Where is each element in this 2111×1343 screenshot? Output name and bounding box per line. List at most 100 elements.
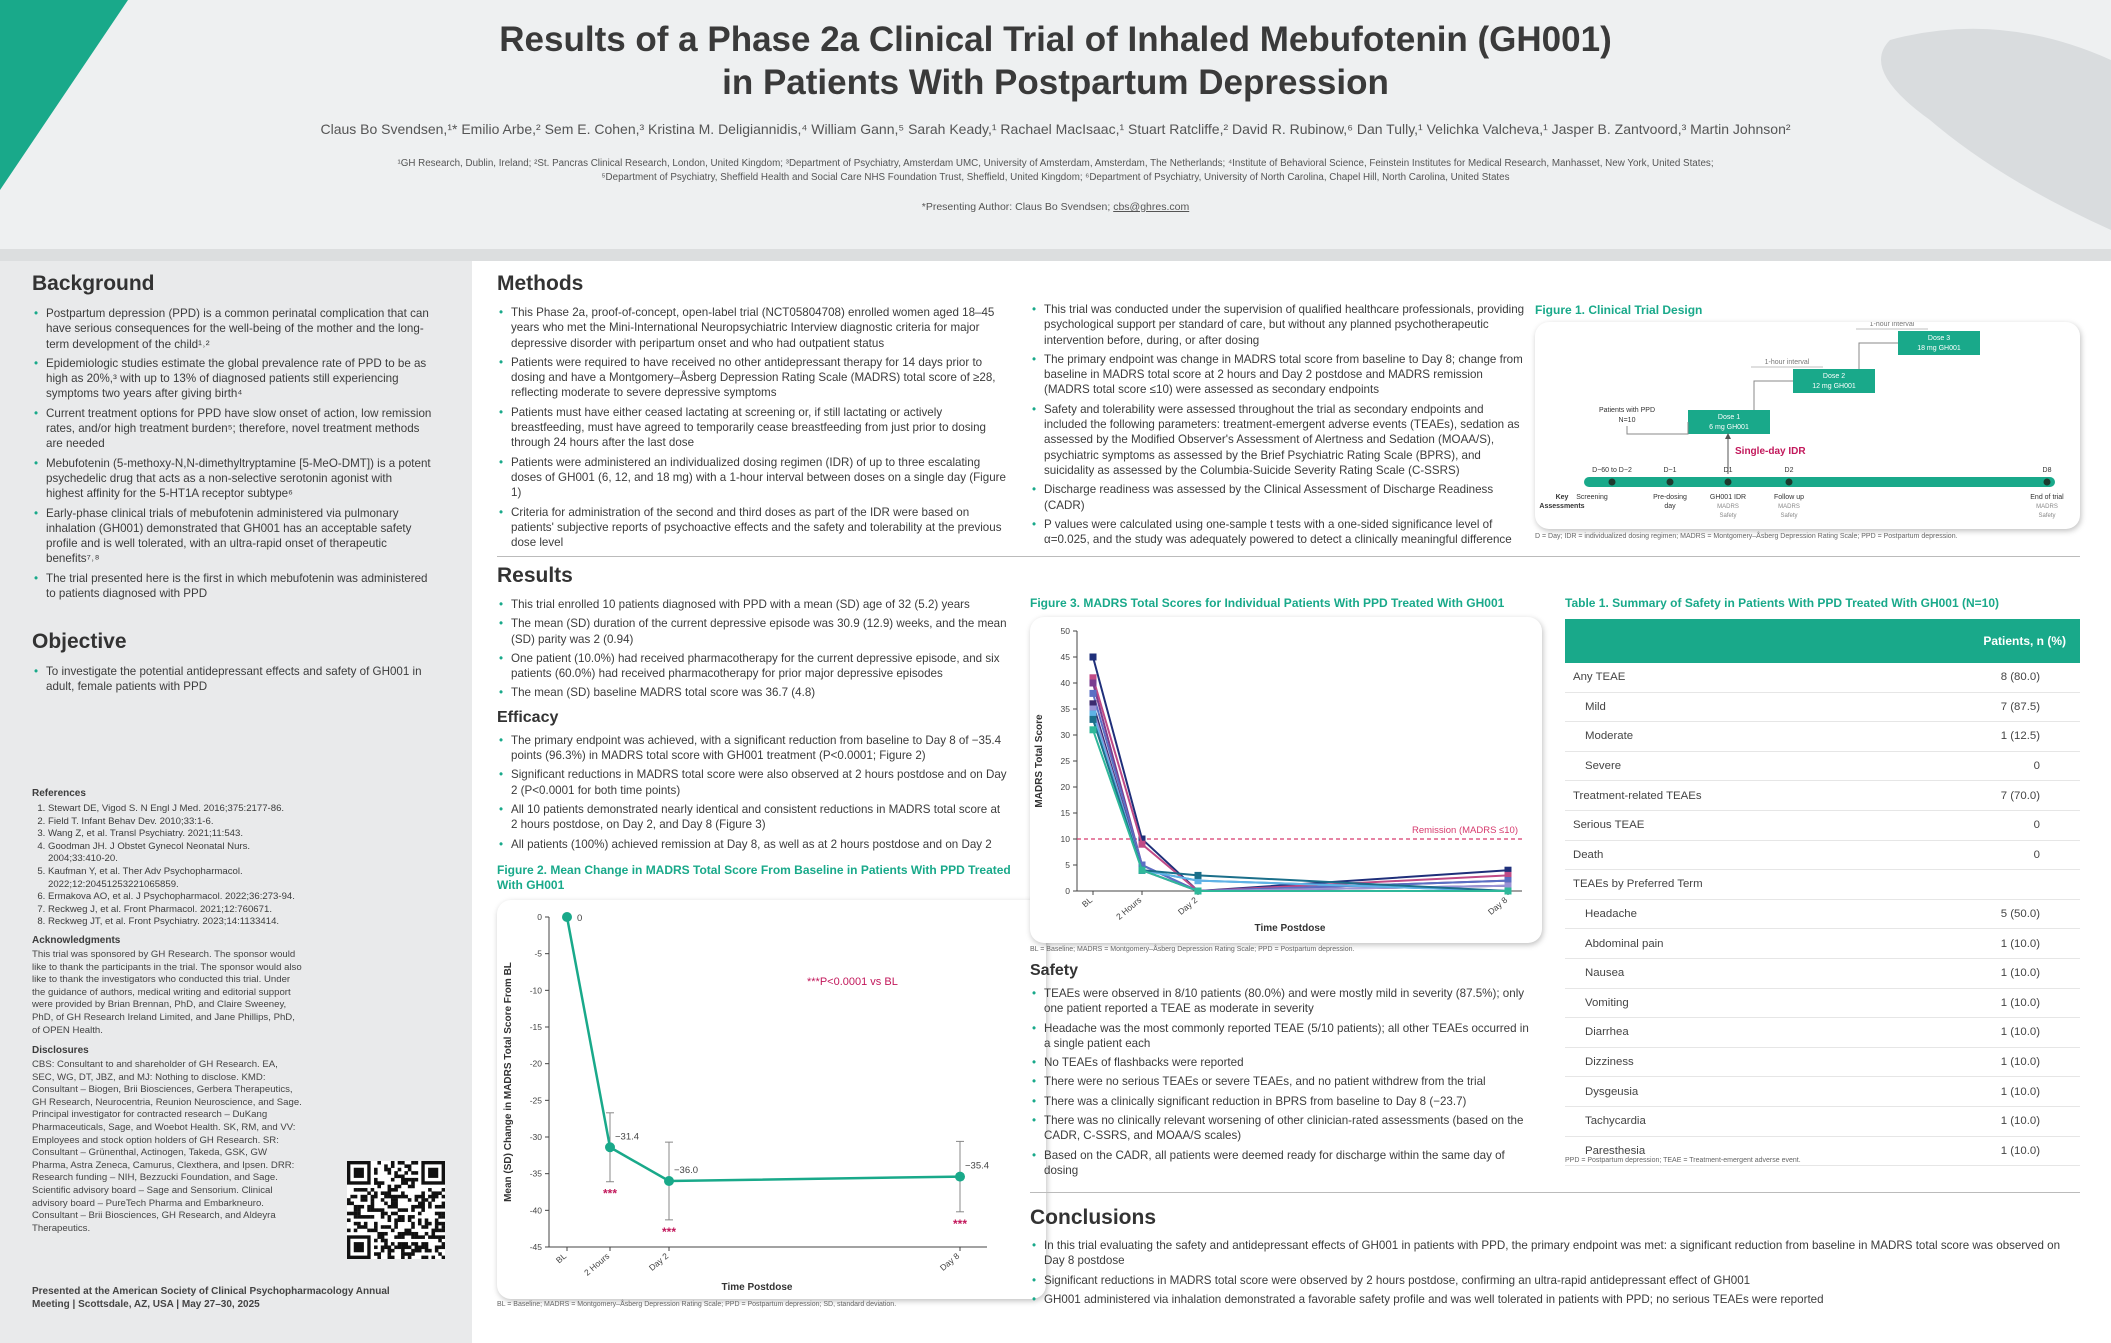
x-tick-label: Day 2 bbox=[647, 1251, 671, 1273]
qr-cell bbox=[407, 1255, 412, 1259]
patient-line bbox=[1092, 703, 1509, 893]
list-item: Wang Z, et al. Transl Psychiatry. 2021;1… bbox=[48, 828, 302, 841]
qr-cell bbox=[417, 1235, 422, 1239]
qr-cell bbox=[407, 1167, 412, 1172]
qr-cell bbox=[397, 1161, 402, 1165]
background-section: Background Postpartum depression (PPD) i… bbox=[32, 272, 432, 605]
row-value: 0 bbox=[1922, 810, 2080, 841]
qr-cell bbox=[411, 1171, 415, 1175]
dose-amount: 12 mg GH001 bbox=[1812, 383, 1856, 390]
qr-cell bbox=[401, 1194, 405, 1199]
email[interactable]: cbs@ghres.com bbox=[1113, 201, 1190, 213]
x-tick-label: 2 Hours bbox=[1114, 895, 1143, 922]
qr-cell bbox=[421, 1194, 425, 1199]
row-value: 1 (10.0) bbox=[1922, 1136, 2080, 1167]
methods-column-2: This trial was conducted under the super… bbox=[1030, 302, 1525, 551]
qr-cell bbox=[414, 1177, 419, 1182]
qr-cell bbox=[411, 1235, 415, 1239]
dose-label: Dose 1 bbox=[1718, 414, 1740, 421]
figure-title: Figure 2. Mean Change in MADRS Total Sco… bbox=[497, 863, 1011, 892]
heading: Objective bbox=[32, 630, 127, 653]
y-tick-label: 10 bbox=[1061, 834, 1071, 844]
qr-cell bbox=[387, 1218, 392, 1223]
list-item: Patients must have either ceased lactati… bbox=[497, 405, 1007, 451]
interval-connector bbox=[1753, 380, 1793, 410]
qr-cell bbox=[357, 1204, 361, 1209]
qr-cell bbox=[414, 1245, 419, 1250]
list-item: Kaufman Y, et al. Ther Adv Psychopharmac… bbox=[48, 866, 302, 891]
timeline-dot bbox=[1785, 478, 1793, 486]
row-label: Vomiting bbox=[1565, 988, 1922, 1019]
qr-cell bbox=[374, 1171, 378, 1175]
significance-label: *** bbox=[662, 1225, 676, 1239]
qr-cell bbox=[438, 1245, 442, 1250]
patient-line bbox=[1092, 682, 1509, 893]
qr-cell bbox=[434, 1245, 439, 1250]
point bbox=[664, 1176, 674, 1186]
footnote: D = Day; IDR = individualized dosing reg… bbox=[1535, 533, 1958, 540]
qr-cell bbox=[374, 1181, 378, 1185]
qr-cell bbox=[434, 1204, 439, 1209]
list-item: The primary endpoint was change in MADRS… bbox=[1030, 352, 1525, 398]
qr-cell bbox=[441, 1228, 445, 1233]
qr-cell bbox=[438, 1211, 442, 1216]
qr-cell bbox=[380, 1225, 385, 1229]
qr-cell bbox=[411, 1242, 415, 1246]
row-label: Diarrhea bbox=[1565, 1017, 1922, 1048]
qr-cell bbox=[374, 1177, 378, 1182]
column-header: Patients, n (%) bbox=[1922, 619, 2080, 663]
subheading: Efficacy bbox=[497, 708, 559, 726]
list-item: Current treatment options for PPD have s… bbox=[32, 406, 432, 452]
qr-cell bbox=[397, 1245, 402, 1250]
list-item: All patients (100%) achieved remission a… bbox=[497, 837, 1007, 853]
qr-cell bbox=[407, 1177, 412, 1182]
qr-cell bbox=[347, 1198, 351, 1202]
list-item: There was a clinically significant reduc… bbox=[1030, 1094, 1535, 1110]
point bbox=[1138, 861, 1146, 869]
figure-title: Figure 1. Clinical Trial Design bbox=[1535, 303, 1703, 317]
qr-cell bbox=[380, 1191, 385, 1195]
y-tick-label: 0 bbox=[1065, 886, 1070, 896]
row-label: Mild bbox=[1565, 692, 1922, 723]
list-item: This trial enrolled 10 patients diagnose… bbox=[497, 597, 1007, 613]
y-tick-label: -45 bbox=[530, 1242, 543, 1252]
row-label: Paresthesia bbox=[1565, 1136, 1922, 1167]
table-row: Headache 5 (50.0) bbox=[1565, 899, 2080, 930]
qr-cell bbox=[367, 1204, 371, 1209]
dose-amount: 6 mg GH001 bbox=[1709, 424, 1749, 431]
point bbox=[1089, 653, 1097, 661]
qr-cell bbox=[404, 1194, 409, 1199]
list-item: Significant reductions in MADRS total sc… bbox=[1030, 1273, 2080, 1289]
qr-finder bbox=[353, 1242, 364, 1253]
acknowledgments-text: This trial was sponsored by GH Research.… bbox=[32, 948, 302, 1036]
qr-cell bbox=[421, 1191, 425, 1195]
table-row: Paresthesia 1 (10.0) bbox=[1565, 1136, 2080, 1167]
bullets: To investigate the potential antidepress… bbox=[32, 664, 432, 695]
qr-cell bbox=[394, 1211, 398, 1216]
point bbox=[1504, 887, 1512, 895]
qr-cell bbox=[384, 1194, 388, 1199]
header-decor bbox=[0, 0, 2111, 230]
qr-cell bbox=[347, 1218, 351, 1223]
qr-cell bbox=[411, 1221, 415, 1226]
qr-cell bbox=[387, 1167, 392, 1172]
qr-cell bbox=[407, 1184, 412, 1189]
qr-cell bbox=[370, 1194, 375, 1199]
qr-cell bbox=[431, 1191, 436, 1195]
qr-cell bbox=[424, 1218, 429, 1223]
qr-cell bbox=[428, 1221, 432, 1226]
qr-cell bbox=[387, 1225, 392, 1229]
y-tick-label: -5 bbox=[534, 949, 542, 959]
qr-cell bbox=[421, 1208, 425, 1212]
qr-cell bbox=[421, 1235, 425, 1239]
presenting-author: *Presenting Author: Claus Bo Svendsen; c… bbox=[0, 201, 2111, 213]
x-axis-label: Time Postdose bbox=[1255, 923, 1326, 934]
qr-cell bbox=[377, 1161, 381, 1165]
x-tick-label: Day 8 bbox=[938, 1251, 962, 1273]
qr-cell bbox=[411, 1184, 415, 1189]
list-item: Goodman JH. J Obstet Gynecol Neonatal Nu… bbox=[48, 841, 302, 866]
safety-section: Safety TEAEs were observed in 8/10 patie… bbox=[1030, 962, 1535, 1182]
qr-cell bbox=[431, 1228, 436, 1233]
qr-cell bbox=[414, 1235, 419, 1239]
list-item: Field T. Infant Behav Dev. 2010;33:1-6. bbox=[48, 816, 302, 829]
